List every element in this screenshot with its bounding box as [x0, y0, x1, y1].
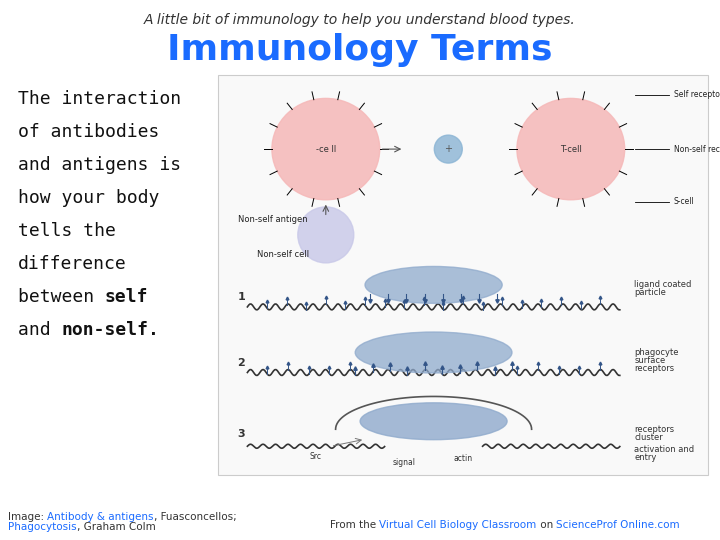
Text: non-self.: non-self. — [61, 321, 159, 339]
Text: The interaction: The interaction — [18, 90, 181, 108]
Text: Src: Src — [310, 453, 322, 461]
Text: tells the: tells the — [18, 222, 116, 240]
Text: Non-self antigen: Non-self antigen — [238, 215, 307, 224]
Text: receptors: receptors — [634, 364, 675, 373]
Text: T-cell: T-cell — [560, 145, 582, 153]
Text: activation and: activation and — [634, 445, 695, 454]
Text: particle: particle — [634, 288, 667, 298]
Text: +: + — [444, 144, 452, 154]
Circle shape — [434, 135, 462, 163]
Text: phagocyte: phagocyte — [634, 348, 679, 357]
Text: Phagocytosis: Phagocytosis — [8, 522, 76, 532]
Text: receptors: receptors — [634, 425, 675, 434]
Text: Image:: Image: — [8, 512, 48, 522]
Ellipse shape — [272, 98, 379, 200]
Ellipse shape — [517, 98, 625, 200]
Text: , Graham Colm: , Graham Colm — [76, 522, 156, 532]
Text: surface: surface — [634, 356, 666, 365]
Text: cluster: cluster — [634, 433, 663, 442]
Text: between: between — [18, 288, 105, 306]
Text: entry: entry — [634, 453, 657, 462]
Text: Non-self cell: Non-self cell — [257, 250, 310, 259]
Ellipse shape — [355, 332, 512, 373]
Text: actin: actin — [454, 454, 472, 463]
FancyBboxPatch shape — [218, 75, 708, 475]
Ellipse shape — [365, 266, 503, 303]
Text: 1: 1 — [238, 292, 246, 302]
Text: Immunology Terms: Immunology Terms — [167, 33, 553, 67]
Text: Antibody & antigens: Antibody & antigens — [48, 512, 154, 522]
Ellipse shape — [360, 403, 507, 440]
Text: of antibodies: of antibodies — [18, 123, 159, 141]
Text: ScienceProf Online.com: ScienceProf Online.com — [556, 520, 680, 530]
Text: self: self — [105, 288, 148, 306]
Text: A little bit of immunology to help you understand blood types.: A little bit of immunology to help you u… — [144, 13, 576, 27]
Text: how your body: how your body — [18, 189, 159, 207]
Text: 2: 2 — [238, 357, 246, 368]
Text: Non-self receptor: Non-self receptor — [674, 145, 720, 153]
Circle shape — [298, 207, 354, 263]
Text: S-cell: S-cell — [674, 197, 695, 206]
Text: From the: From the — [330, 520, 379, 530]
Text: ligand coated: ligand coated — [634, 280, 692, 289]
Text: -ce ll: -ce ll — [315, 145, 336, 153]
Text: , Fuasconcellos;: , Fuasconcellos; — [154, 512, 237, 522]
Text: and antigens is: and antigens is — [18, 156, 181, 174]
Text: 3: 3 — [238, 429, 246, 439]
Text: on: on — [536, 520, 556, 530]
Text: and: and — [18, 321, 61, 339]
Text: Self receptor: Self receptor — [674, 90, 720, 99]
Text: signal: signal — [392, 458, 415, 467]
Text: Virtual Cell Biology Classroom: Virtual Cell Biology Classroom — [379, 520, 536, 530]
Text: difference: difference — [18, 255, 127, 273]
